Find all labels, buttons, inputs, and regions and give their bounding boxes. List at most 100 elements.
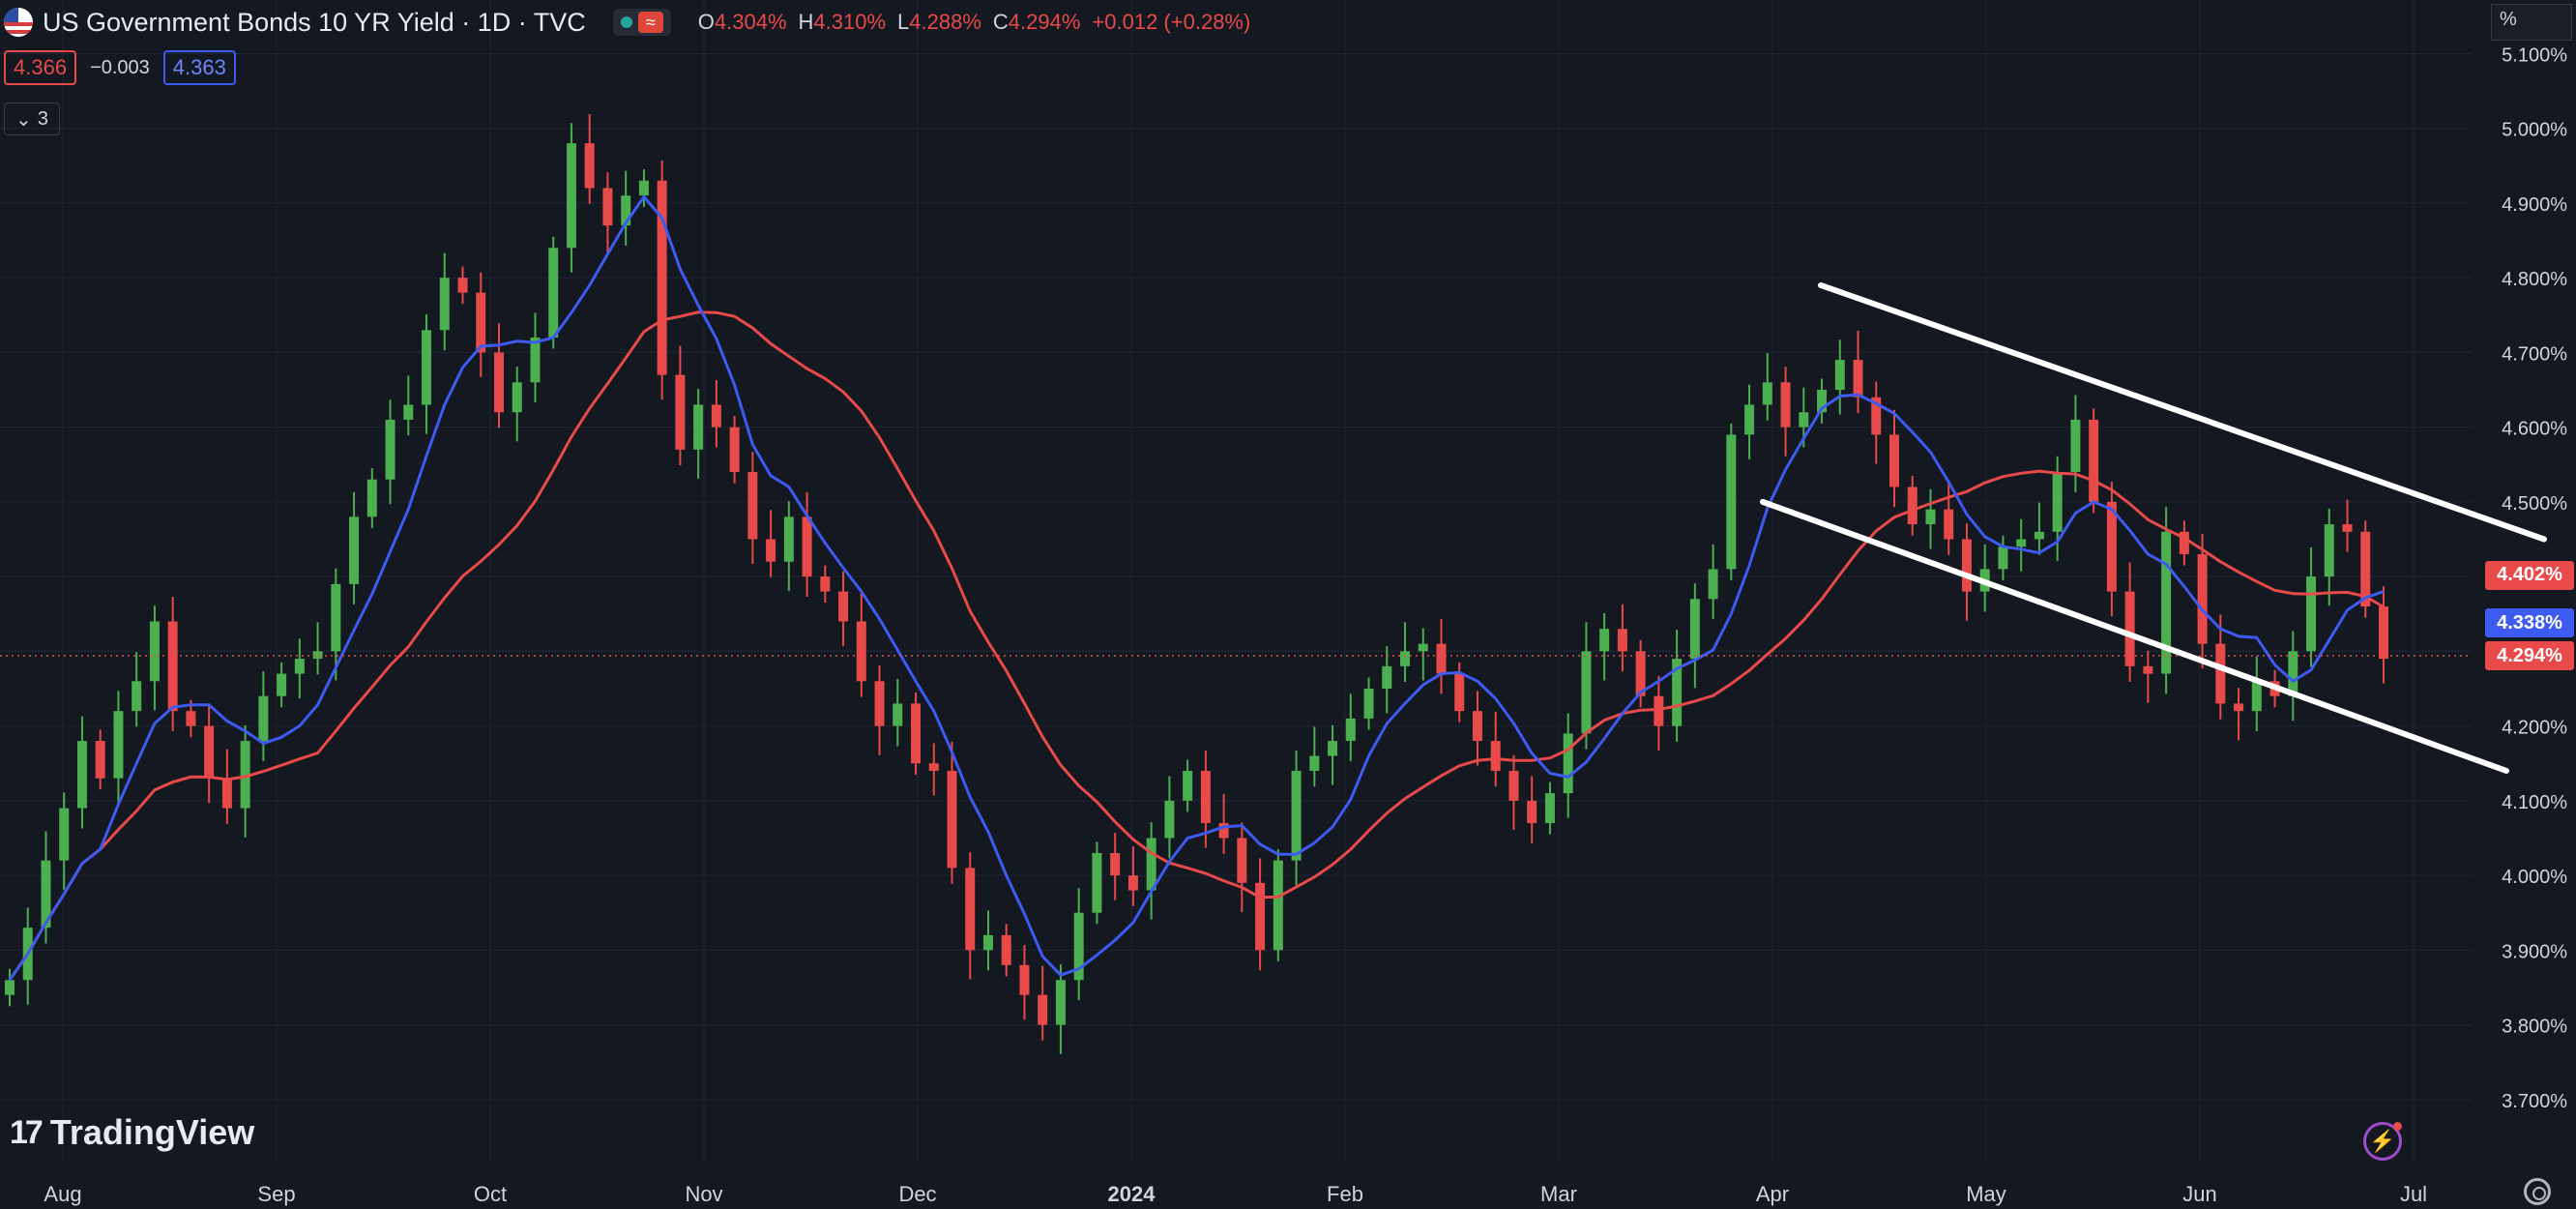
- symbol-title[interactable]: US Government Bonds 10 YR Yield · 1D · T…: [43, 7, 586, 37]
- candle-body: [1762, 382, 1772, 405]
- candle-body: [422, 330, 432, 405]
- candle-body: [1544, 793, 1555, 824]
- ohlc-item: L4.288%: [897, 10, 981, 35]
- candle-body: [838, 591, 849, 622]
- alerts-bolt-icon[interactable]: ⚡: [2363, 1122, 2402, 1161]
- price-tag: 4.338%: [2485, 608, 2574, 638]
- candle-body: [2034, 531, 2044, 540]
- candle-body: [5, 980, 15, 995]
- candle-body: [2161, 531, 2172, 674]
- us-flag-icon: [4, 8, 33, 37]
- candle-body: [711, 404, 721, 428]
- candle-body: [982, 934, 993, 951]
- candle-body: [1799, 412, 1809, 428]
- chart-header: US Government Bonds 10 YR Yield · 1D · T…: [4, 6, 1250, 39]
- x-tick-label: Jul: [2400, 1182, 2427, 1206]
- candle-body: [1255, 882, 1266, 951]
- candle-body: [1055, 980, 1066, 1025]
- y-tick-label: 3.900%: [2502, 941, 2567, 962]
- ohlc-key: C: [992, 10, 1009, 34]
- candle-body: [59, 808, 70, 861]
- candle-body: [2234, 703, 2244, 712]
- candle-body: [2106, 501, 2117, 592]
- ma-slow-value[interactable]: 4.366: [4, 50, 77, 85]
- candle-body: [1019, 964, 1030, 995]
- y-tick-label: 4.200%: [2502, 718, 2567, 739]
- candle-body: [2179, 531, 2189, 554]
- candle-body: [1998, 546, 2008, 570]
- candle-body: [1527, 800, 1537, 824]
- x-tick-label: 2024: [1108, 1182, 1156, 1206]
- candle-body: [566, 143, 576, 249]
- x-tick-label: Dec: [898, 1182, 936, 1206]
- candle-body: [1944, 509, 1954, 540]
- ohlc-item: O4.304%: [698, 10, 787, 35]
- candle-body: [947, 770, 957, 869]
- candle-body: [2306, 576, 2317, 652]
- candle-body: [1382, 665, 1392, 689]
- candle-body: [1363, 689, 1374, 719]
- candle-body: [2052, 472, 2063, 532]
- indicator-legend: 4.366 −0.003 4.363: [4, 50, 236, 85]
- candle-body: [1164, 800, 1175, 839]
- candle-body: [132, 681, 142, 712]
- settings-gear-icon[interactable]: [2524, 1178, 2551, 1205]
- candle-body: [258, 695, 269, 742]
- candle-body: [783, 516, 794, 562]
- candle-body: [584, 143, 595, 189]
- candle-body: [1889, 434, 1900, 487]
- candle-body: [41, 860, 51, 929]
- y-tick-label: 3.800%: [2502, 1017, 2567, 1038]
- candle-body: [2342, 524, 2353, 532]
- candle-body: [403, 404, 414, 420]
- candle-body: [766, 539, 776, 562]
- candle-body: [1599, 629, 1610, 652]
- candle-body: [312, 651, 323, 660]
- candle-body: [638, 180, 649, 196]
- y-tick-label: 5.000%: [2502, 120, 2567, 141]
- candle-body: [439, 278, 450, 331]
- candle-body: [1563, 733, 1573, 794]
- candle-body: [530, 337, 541, 383]
- y-tick-label: 5.100%: [2502, 44, 2567, 66]
- candle-body: [1001, 934, 1011, 965]
- candle-body: [1345, 718, 1356, 742]
- ohlc-item: C4.294%: [993, 10, 1081, 35]
- candle-body: [2143, 665, 2153, 674]
- candle-body: [2089, 419, 2099, 502]
- candle-body: [1073, 912, 1084, 981]
- candle-body: [1635, 651, 1646, 696]
- tradingview-logo: 17 TradingView: [10, 1112, 254, 1153]
- candle-body: [2288, 651, 2298, 696]
- tradingview-logo-mark: 17: [10, 1113, 44, 1151]
- market-status[interactable]: ≈: [612, 9, 671, 36]
- candle-body: [1146, 838, 1156, 891]
- candle-body: [2379, 606, 2388, 660]
- candle-body: [1273, 860, 1283, 951]
- candle-body: [221, 778, 232, 809]
- candle-body: [1183, 770, 1193, 801]
- candle-body: [113, 711, 124, 779]
- ohlc-value: 4.304%: [714, 10, 787, 34]
- x-tick-label: Nov: [685, 1182, 722, 1206]
- candle-body: [331, 583, 341, 652]
- percent-scale-toggle[interactable]: %: [2491, 4, 2572, 41]
- data-delay-icon: ≈: [637, 12, 663, 33]
- candle-body: [1689, 599, 1700, 660]
- candle-body: [1418, 643, 1428, 652]
- indicators-collapse-button[interactable]: ⌄ 3: [4, 103, 60, 135]
- candle-body: [1092, 852, 1102, 913]
- ohlc-value: 4.288%: [909, 10, 981, 34]
- candle-body: [186, 711, 196, 726]
- y-tick-label: 4.800%: [2502, 269, 2567, 290]
- ma-fast-value[interactable]: 4.363: [162, 50, 236, 85]
- x-tick-label: Jun: [2182, 1182, 2216, 1206]
- candle-body: [2215, 643, 2226, 704]
- candle-body: [1726, 434, 1737, 570]
- candle-body: [95, 741, 105, 779]
- candle-body: [1961, 539, 1972, 592]
- candle-body: [1436, 643, 1447, 674]
- x-tick-label: Oct: [474, 1182, 507, 1206]
- candle-body: [1672, 659, 1683, 726]
